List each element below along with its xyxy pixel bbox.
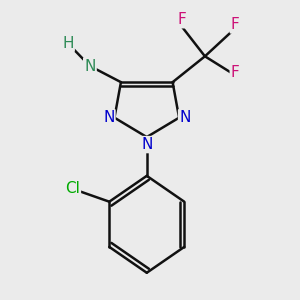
Text: F: F (231, 65, 239, 80)
Text: N: N (103, 110, 115, 125)
Text: N: N (84, 58, 96, 74)
Text: F: F (178, 12, 187, 27)
Text: Cl: Cl (65, 181, 80, 196)
Text: F: F (231, 17, 239, 32)
Text: N: N (141, 137, 152, 152)
Text: N: N (179, 110, 190, 125)
Text: H: H (62, 36, 74, 51)
